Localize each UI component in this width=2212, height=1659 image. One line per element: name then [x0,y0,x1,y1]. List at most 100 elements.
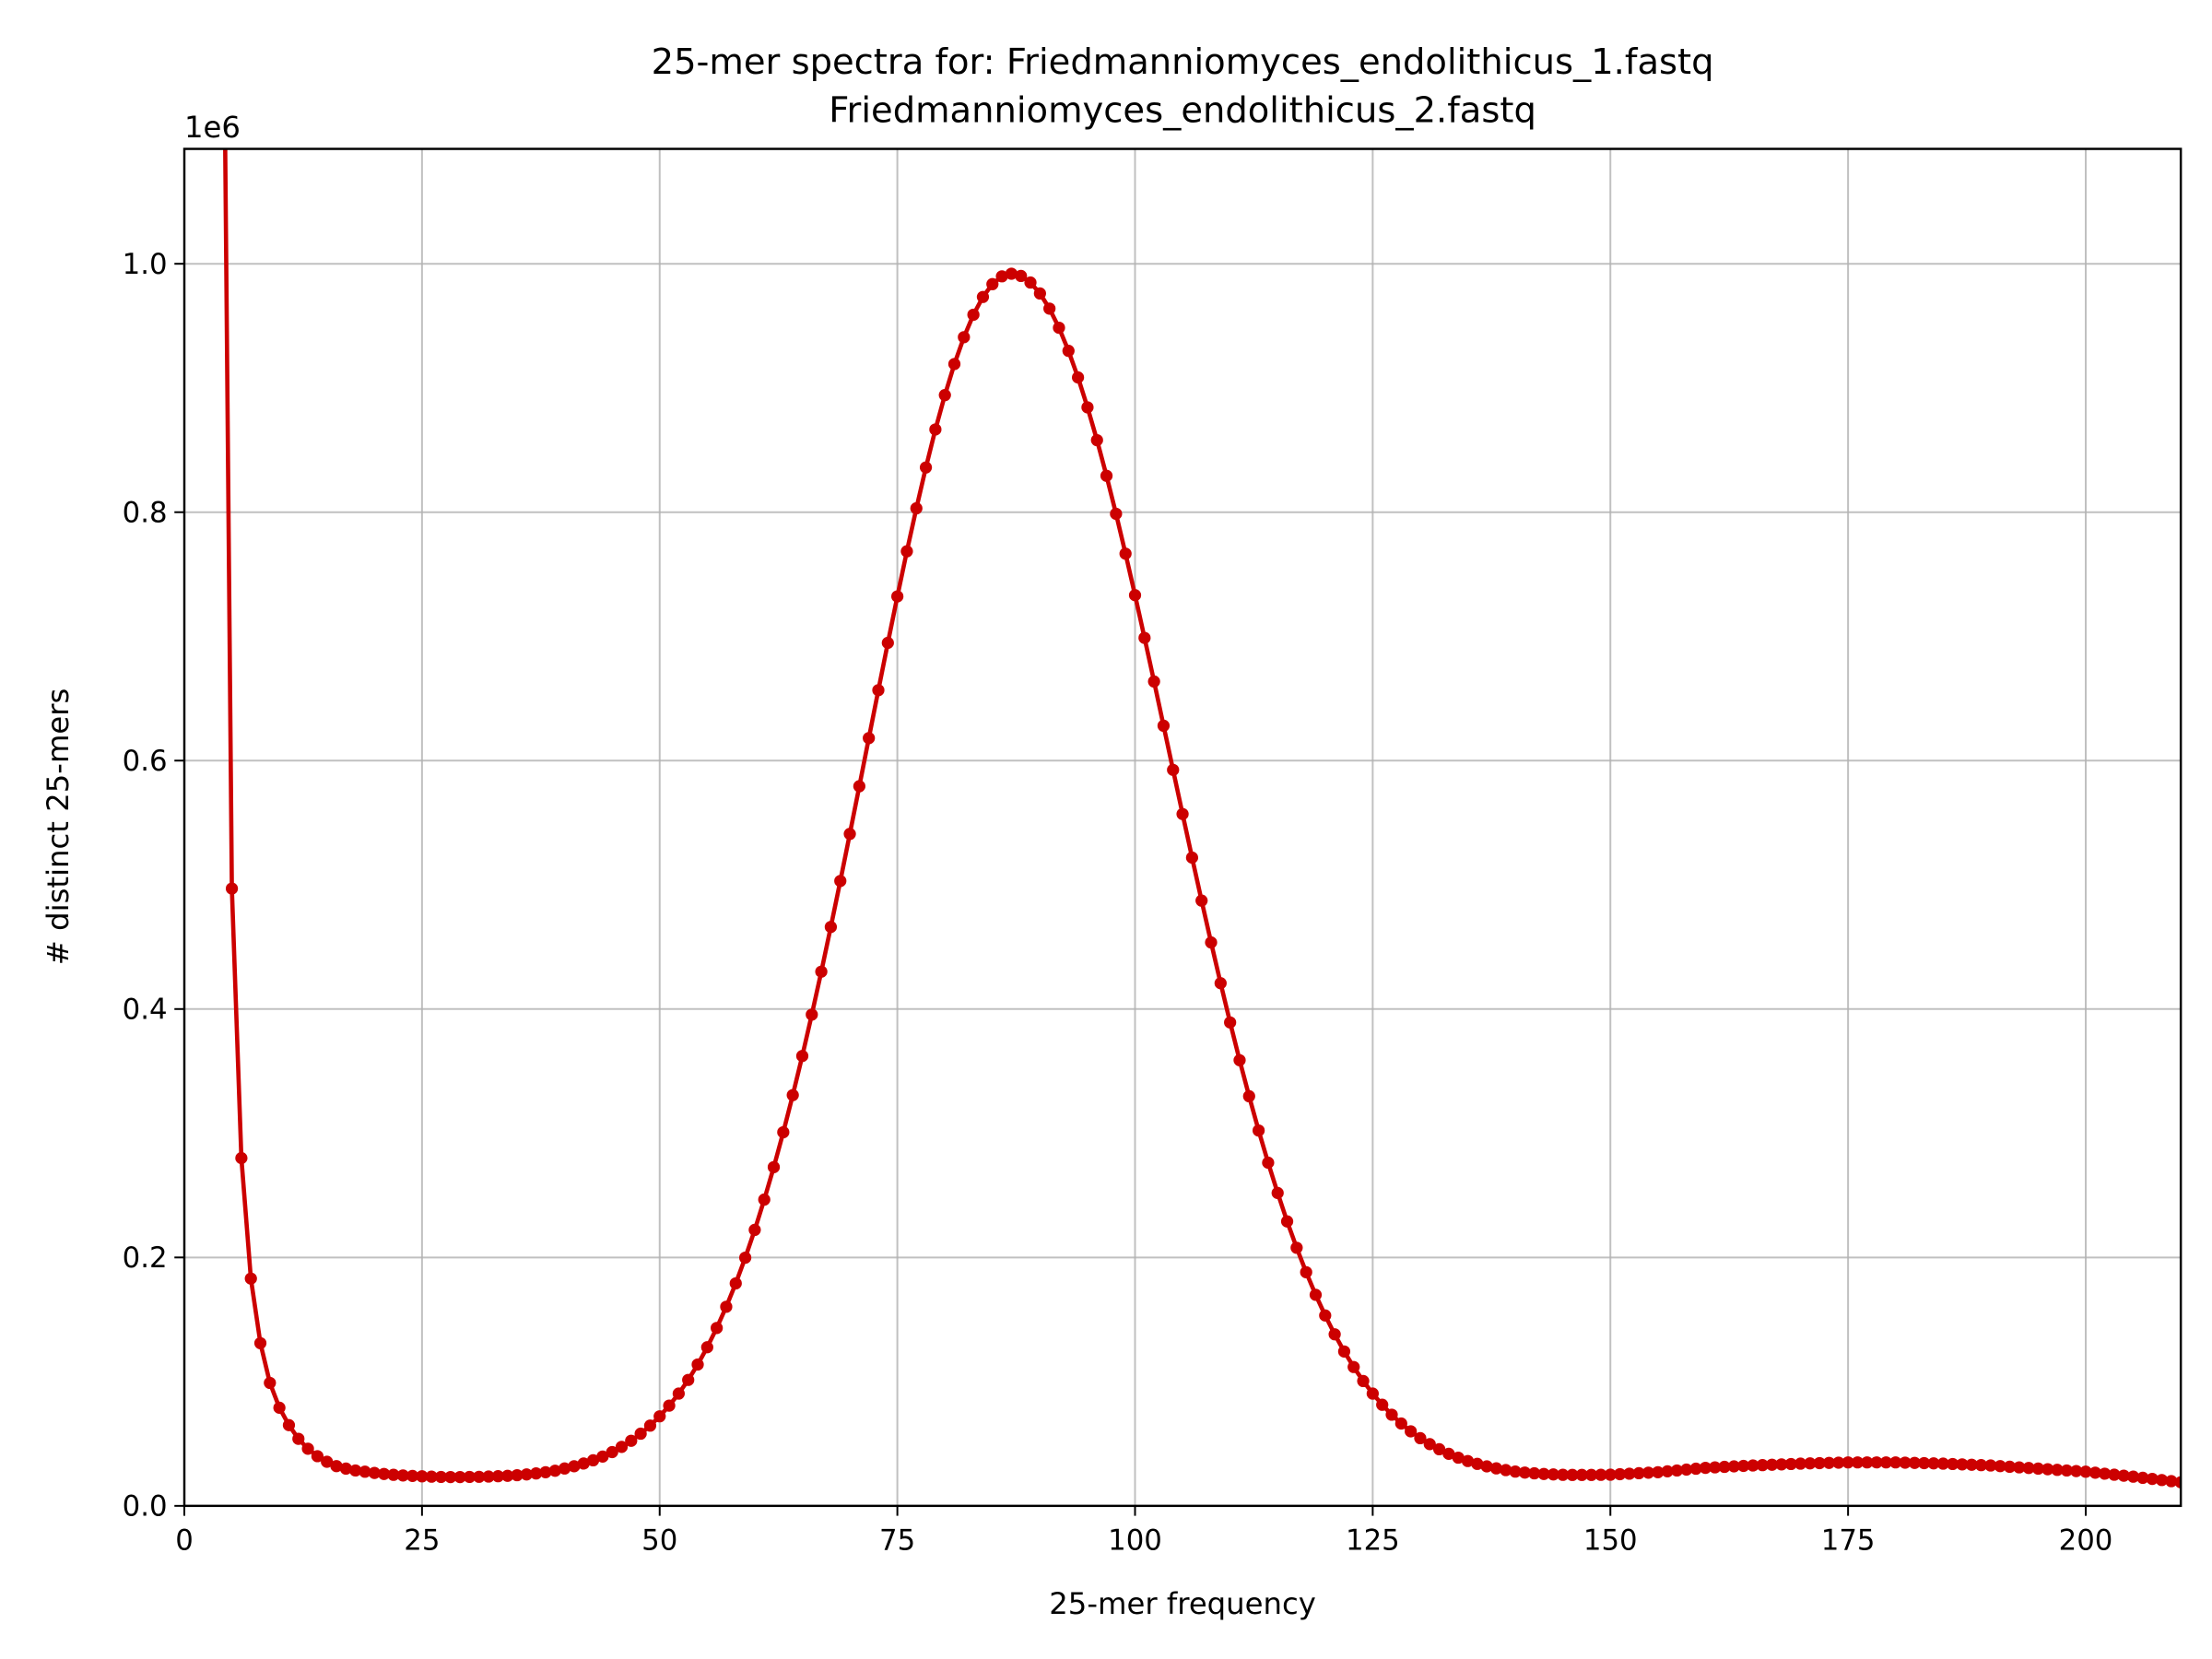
data-point [1832,1456,1845,1469]
data-point [311,1450,324,1463]
data-point [1337,1345,1351,1358]
data-point [976,290,990,303]
y-tick-label: 0.2 [123,1241,168,1275]
data-point [416,1470,429,1483]
data-point [1043,302,1056,315]
data-point [1205,935,1218,949]
data-point [2155,1474,2169,1487]
data-point [482,1470,495,1483]
data-point [1138,631,1151,644]
data-point [1718,1460,1731,1474]
data-point [843,828,856,841]
data-point [663,1399,676,1412]
y-offset-label: 1e6 [184,110,241,145]
data-point [1280,1215,1294,1228]
data-point [2060,1464,2073,1477]
data-point [919,461,933,474]
data-point [786,1088,799,1101]
data-point [1452,1451,1465,1465]
data-point [1471,1457,1484,1470]
data-point [910,501,923,515]
data-point [2088,1466,2101,1479]
data-point [577,1457,590,1470]
data-point [720,1300,733,1313]
data-point [995,270,1008,283]
data-point [444,1470,457,1484]
y-tick-label: 0.6 [123,745,168,778]
data-point [986,277,999,290]
data-point [1632,1466,1645,1480]
data-point [929,423,942,436]
data-point [1062,345,1075,358]
y-tick-label: 1.0 [123,248,168,281]
y-tick-label: 0.4 [123,994,168,1027]
data-point [615,1441,629,1453]
data-point [1641,1466,1655,1479]
data-point [1680,1463,1693,1477]
data-point [1566,1468,1579,1481]
data-point [1956,1458,1969,1471]
data-point [2051,1464,2064,1477]
data-point [2031,1462,2045,1476]
data-point [1974,1459,1988,1472]
data-point [1423,1438,1436,1451]
data-point [396,1469,409,1482]
x-tick-label: 175 [1821,1524,1876,1558]
data-point [264,1376,276,1390]
data-point [767,1160,781,1173]
data-point [1747,1459,1759,1472]
data-point [1319,1309,1332,1322]
data-point [1015,269,1028,283]
data-point [1442,1447,1455,1460]
data-point [729,1277,742,1290]
data-point [1822,1456,1836,1469]
data-point [815,965,828,978]
data-point [1090,433,1103,447]
data-point [1366,1387,1379,1400]
data-point [1765,1458,1779,1471]
data-point [1575,1468,1588,1481]
data-point [1652,1465,1665,1478]
data-point [1185,851,1199,865]
data-point [1908,1456,1921,1469]
grid [183,148,2182,1507]
data-point [1053,321,1065,335]
data-point [235,1151,248,1165]
y-axis-label: # distinct 25-mers [41,688,76,966]
data-point [1328,1328,1341,1341]
x-tick-label: 100 [1108,1524,1162,1558]
data-point [548,1465,561,1477]
data-point [1100,469,1113,482]
data-point [834,875,847,888]
data-point [748,1223,761,1237]
data-point [2013,1461,2026,1474]
data-point [539,1465,552,1478]
data-point [1128,589,1142,602]
data-point [1509,1465,1522,1478]
data-point [2136,1471,2149,1485]
data-point [1033,287,1046,300]
data-point [434,1470,448,1484]
data-point [1804,1457,1817,1470]
data-point [463,1470,477,1484]
data-point [301,1442,314,1455]
data-point [958,331,971,344]
data-point [1233,1053,1246,1066]
data-point [282,1418,296,1431]
data-point [453,1470,466,1484]
data-point [253,1336,267,1349]
data-point [2003,1460,2017,1474]
data-point [1309,1288,1323,1301]
data-point [1252,1124,1265,1137]
data-point [1699,1461,1712,1475]
data-point [777,1125,790,1139]
data-point [1147,675,1160,688]
data-point [1841,1456,1854,1469]
data-point [1775,1458,1788,1471]
data-point [1965,1458,1978,1471]
data-point [2079,1465,2092,1478]
data-point [225,882,239,895]
data-point [1594,1468,1607,1481]
